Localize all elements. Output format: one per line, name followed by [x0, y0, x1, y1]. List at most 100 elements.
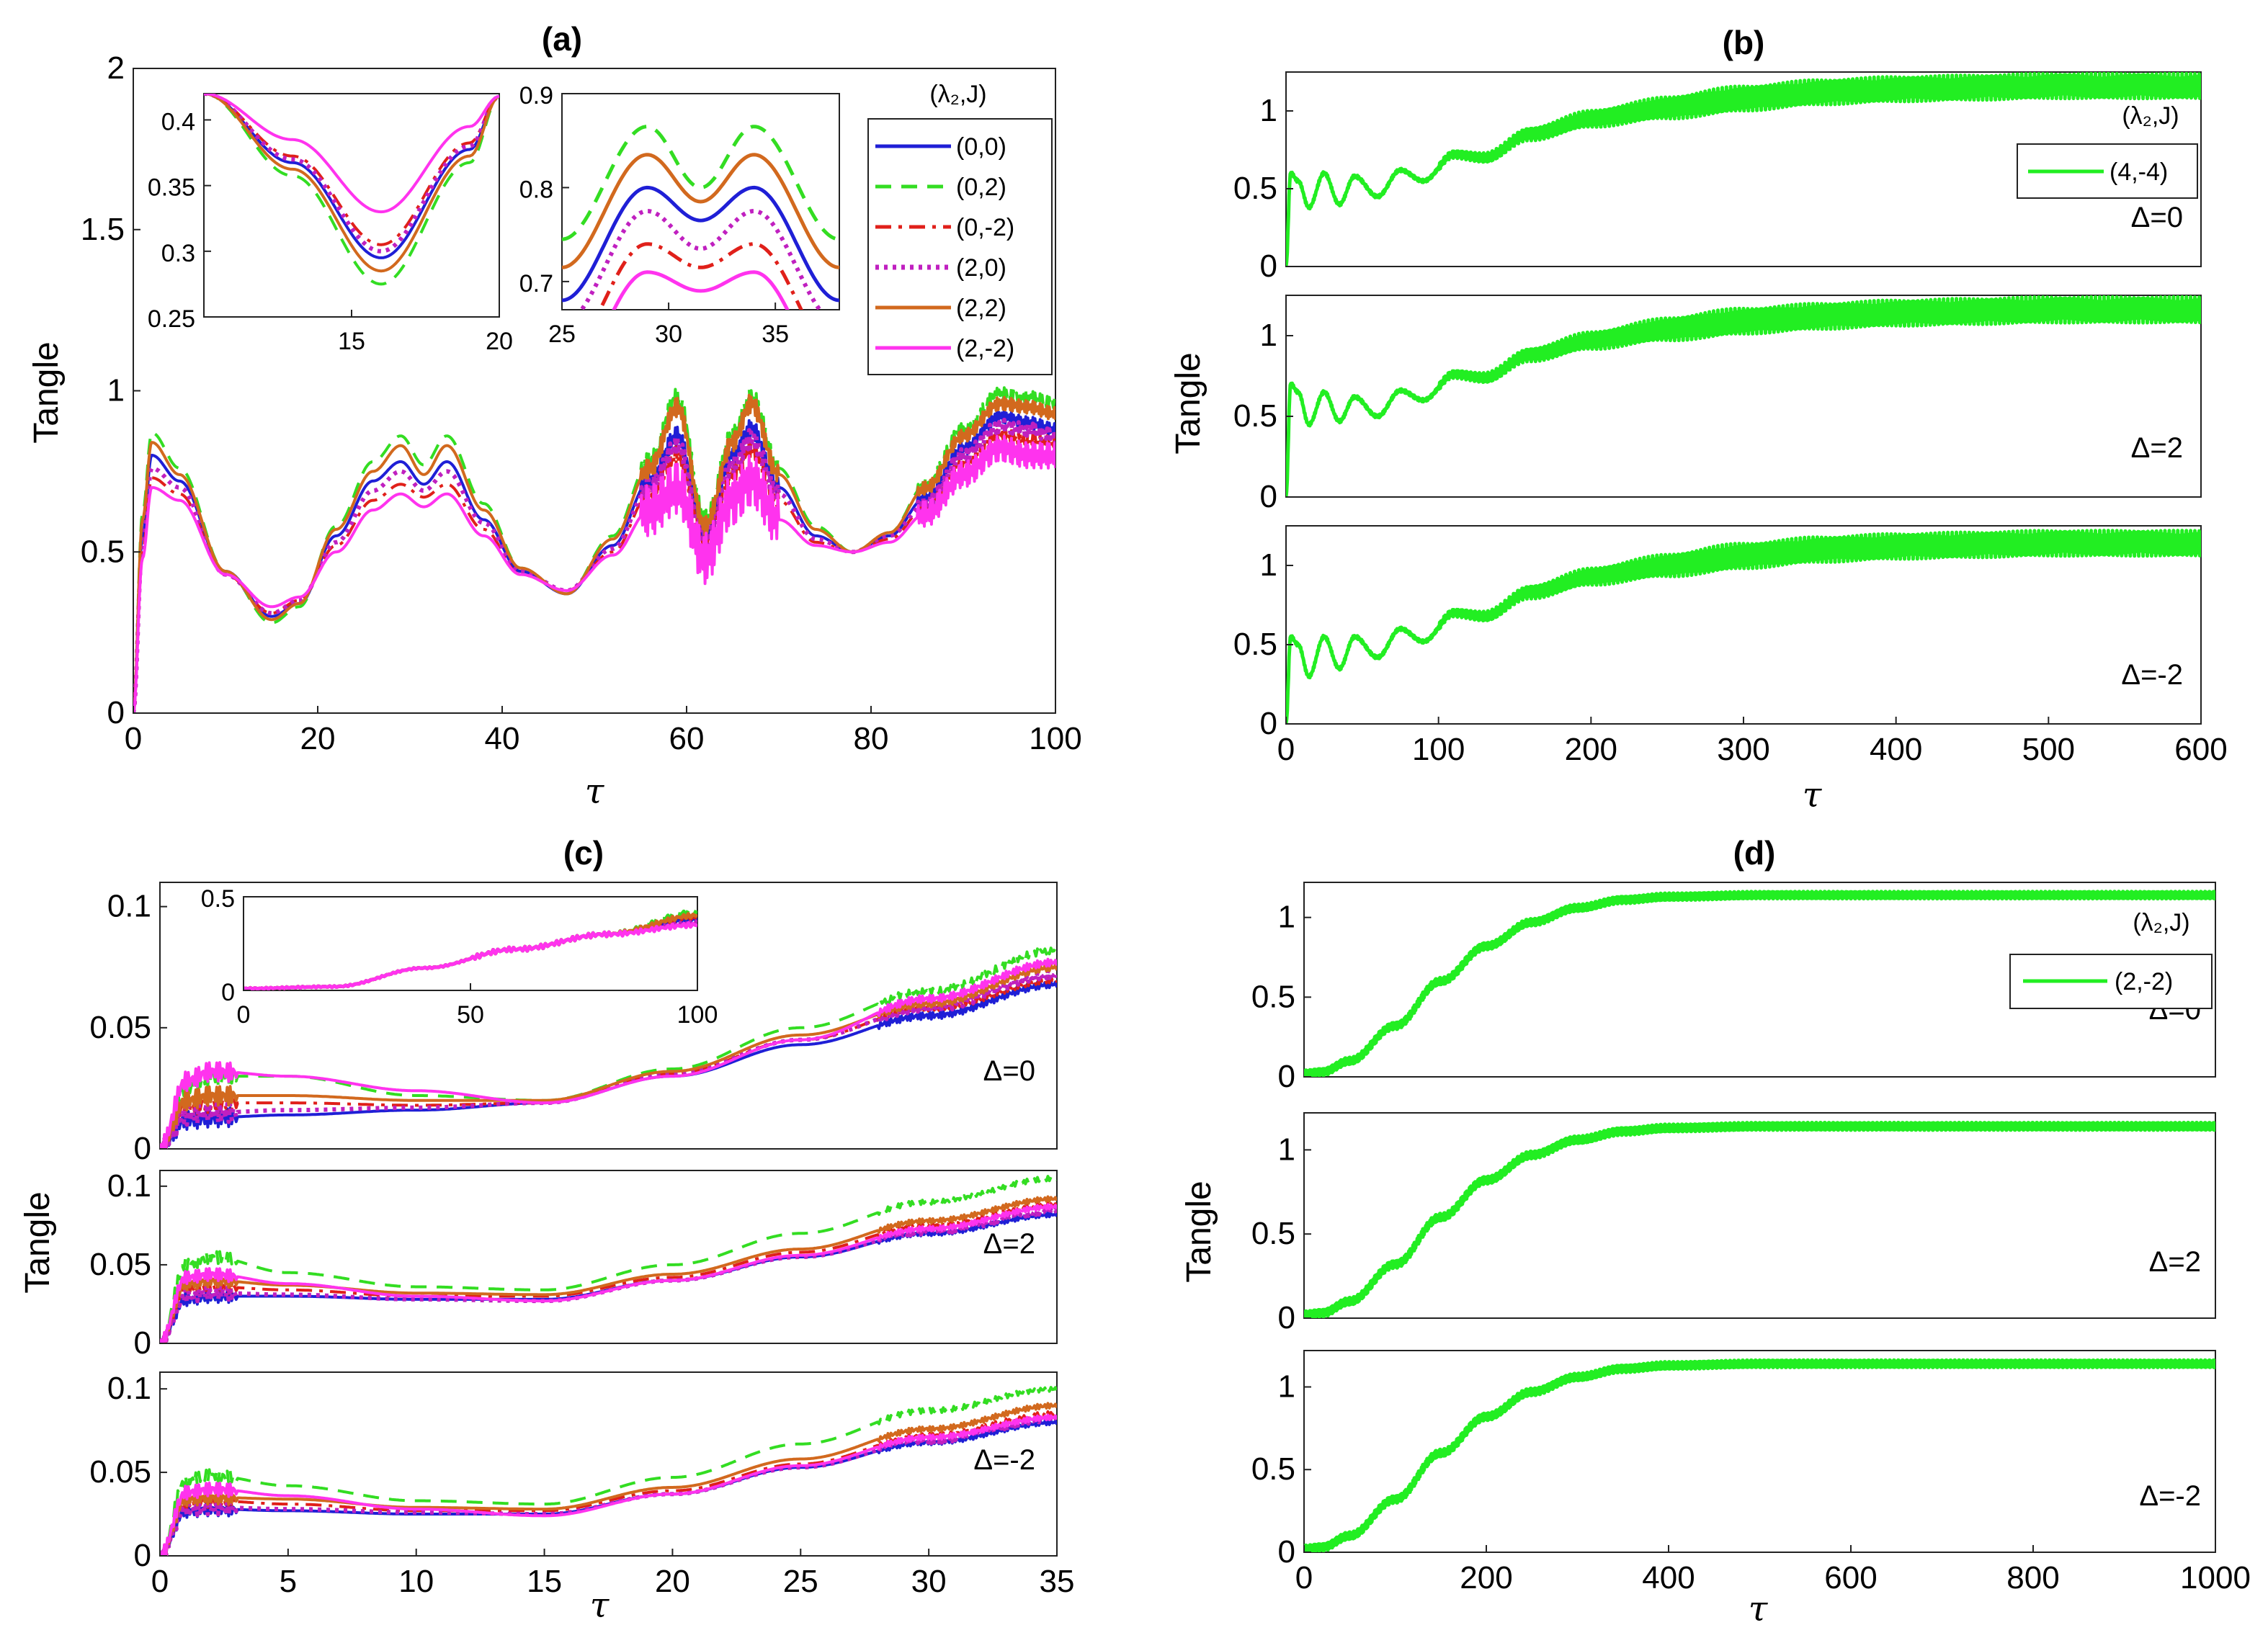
panel-a-x-ticklabel: 80: [854, 721, 889, 756]
panel-b-series-line: [1286, 72, 2201, 267]
panel-c-inset-x-ticklabel: 50: [457, 1001, 484, 1029]
panel-a-inset1-x-ticklabel: 15: [338, 328, 365, 355]
panel-a-legend-label: (0,2): [956, 174, 1006, 201]
panel-a-series-line: [133, 393, 1055, 713]
panel-b-y-ticklabel: 0.5: [1233, 398, 1277, 434]
panel-b-delta-label: Δ=0: [2131, 202, 2183, 233]
panel-a-inset1-line: [204, 94, 499, 254]
panel-d-y-ticklabel: 0: [1278, 1534, 1295, 1570]
panel-a-inset2-x-ticklabel: 25: [548, 321, 576, 348]
panel-c-ylabel: Tangle: [19, 1191, 57, 1293]
panel-d-y-ticklabel: 1: [1278, 1132, 1295, 1167]
panel-d-x-ticklabel: 0: [1295, 1560, 1313, 1595]
panel-a-inset1-line: [204, 94, 499, 273]
panel-b-legend-label: (4,-4): [2109, 158, 2168, 186]
panel-d-axes-1: [1303, 882, 2216, 1078]
panel-c-inset-y-ticklabel: 0.5: [201, 885, 235, 913]
panel-c-y-ticklabel: 0.05: [89, 1010, 151, 1045]
panel-c-title: (c): [563, 834, 604, 872]
panel-a-legend-title: (λ₂,J): [929, 81, 986, 108]
panel-d-legend: [2009, 954, 2213, 1009]
panel-b-x-ticklabel: 300: [1717, 732, 1769, 767]
panel-c-delta-label: Δ=-2: [973, 1444, 1035, 1476]
panel-b-x-ticklabel: 100: [1412, 732, 1465, 767]
panel-a-inset1-x-ticklabel: 20: [486, 328, 513, 355]
panel-c-x-ticklabel: 0: [151, 1564, 169, 1599]
panel-a-y-ticklabel: 0: [107, 695, 125, 730]
panel-a-y-ticklabel: 1.5: [81, 212, 125, 247]
panel-d-y-ticklabel: 0.5: [1251, 979, 1295, 1014]
panel-c-y-ticklabel: 0.1: [107, 889, 151, 924]
panel-a-inset2-line: [612, 270, 790, 310]
panel-c-x-ticklabel: 15: [527, 1564, 562, 1599]
panel-b-title: (b): [1723, 24, 1765, 61]
panel-a-y-ticklabel: 1: [107, 373, 125, 408]
panel-d-axes-2: [1303, 1112, 2216, 1319]
panel-b-series-line: [1286, 295, 2201, 497]
panel-b-x-ticklabel: 500: [2022, 732, 2075, 767]
panel-a-legend-label: (2,2): [956, 295, 1006, 322]
panel-d-series-line: [1304, 890, 2215, 1077]
panel-d-y-ticklabel: 0: [1278, 1059, 1295, 1094]
panel-d-y-ticklabel: 1: [1278, 900, 1295, 935]
panel-c-y-ticklabel: 0.1: [107, 1168, 151, 1204]
panel-d-ylabel: Tangle: [1180, 1181, 1218, 1282]
panel-c-x-ticklabel: 35: [1040, 1564, 1075, 1599]
panel-b-series-line: [1286, 529, 2201, 724]
panel-b-legend-title: (λ₂,J): [2122, 102, 2179, 130]
panel-a-ylabel: Tangle: [27, 341, 66, 443]
panel-b-y-ticklabel: 0.5: [1233, 171, 1277, 206]
panel-d-x-ticklabel: 800: [2006, 1560, 2059, 1595]
panel-b-x-ticklabel: 600: [2174, 732, 2227, 767]
panel-b-y-ticklabel: 0: [1260, 479, 1277, 514]
panel-d-y-ticklabel: 0.5: [1251, 1451, 1295, 1487]
panel-b-delta-label: Δ=2: [2131, 432, 2183, 464]
panel-c-inset-axes: [243, 896, 698, 991]
panel-a-inset2-x-ticklabel: 30: [655, 321, 682, 348]
panel-a-inset1-line: [204, 94, 499, 214]
panel-d-x-ticklabel: 600: [1824, 1560, 1877, 1595]
panel-d-x-ticklabel: 200: [1460, 1560, 1512, 1595]
panel-c-y-ticklabel: 0.1: [107, 1371, 151, 1406]
panel-d-series-line: [1304, 1358, 2215, 1552]
panel-a-x-ticklabel: 20: [300, 721, 336, 756]
panel-c-inset-x-ticklabel: 0: [237, 1001, 251, 1029]
panel-d-y-ticklabel: 0.5: [1251, 1216, 1295, 1251]
panel-a-legend-label: (0,-2): [956, 214, 1014, 241]
panel-b-x-ticklabel: 400: [1870, 732, 1922, 767]
panel-b-y-ticklabel: 0: [1260, 249, 1277, 284]
panel-a-inset2-line: [598, 242, 803, 310]
panel-c-x-ticklabel: 10: [398, 1564, 434, 1599]
panel-c-inset-x-ticklabel: 100: [677, 1001, 718, 1029]
panel-a-y-ticklabel: 2: [107, 50, 125, 86]
panel-a-y-ticklabel: 0.5: [81, 534, 125, 569]
panel-a-inset2-y-ticklabel: 0.9: [519, 82, 553, 109]
panel-d-delta-label: Δ=2: [2149, 1246, 2201, 1278]
panel-a-x-ticklabel: 60: [669, 721, 705, 756]
panel-d-series-line: [1304, 1121, 2215, 1318]
panel-a-legend-label: (2,0): [956, 254, 1006, 282]
panel-a-inset2-x-ticklabel: 35: [762, 321, 789, 348]
panel-c-x-ticklabel: 5: [280, 1564, 297, 1599]
panel-c-series-line: [160, 1414, 1057, 1556]
panel-c-series-line: [160, 1402, 1057, 1556]
panel-c-y-ticklabel: 0.05: [89, 1454, 151, 1490]
panel-a-x-ticklabel: 40: [485, 721, 520, 756]
panel-a-inset2-line: [562, 125, 839, 241]
panel-a-legend-label: (0,0): [956, 133, 1006, 161]
panel-a-xlabel: τ: [585, 771, 605, 812]
panel-c-inset-y-ticklabel: 0: [221, 979, 235, 1006]
panel-d-y-ticklabel: 0: [1278, 1300, 1295, 1335]
panel-d-x-ticklabel: 400: [1642, 1560, 1695, 1595]
panel-c-series-line: [160, 1385, 1057, 1556]
panel-c-series-line: [160, 945, 1057, 1149]
panel-d-y-ticklabel: 1: [1278, 1369, 1295, 1404]
panel-d-x-ticklabel: 1000: [2180, 1560, 2251, 1595]
panel-c-delta-label: Δ=0: [983, 1055, 1035, 1087]
panel-b-x-ticklabel: 0: [1277, 732, 1295, 767]
panel-a-inset2-line: [562, 185, 839, 303]
panel-a-legend: [867, 118, 1053, 375]
panel-c-series-line: [160, 1175, 1057, 1343]
panel-a-x-ticklabel: 0: [125, 721, 142, 756]
